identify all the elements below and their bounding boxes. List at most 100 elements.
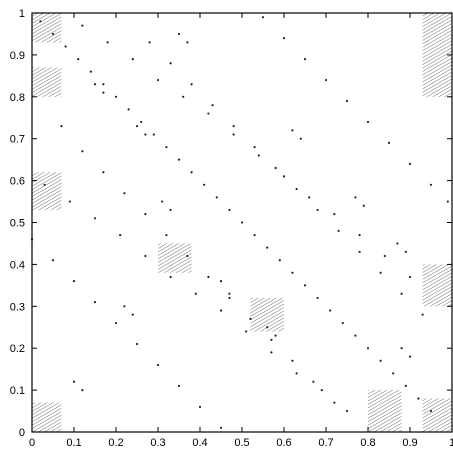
data-point-0-8 <box>140 120 143 124</box>
data-point-0-37 <box>165 233 168 237</box>
y-tick-label-9: 0.9 <box>10 50 25 62</box>
data-point-0-6 <box>114 95 118 98</box>
data-point-0-61 <box>51 259 55 262</box>
data-point-0-67 <box>177 384 181 388</box>
data-point-0-62 <box>72 280 76 283</box>
data-point-0-100 <box>194 292 197 295</box>
data-point-0-110 <box>169 208 172 212</box>
data-point-0-125 <box>408 355 412 358</box>
data-point-0-117 <box>354 196 357 199</box>
scatter-series <box>30 16 449 429</box>
data-point-0-66 <box>156 363 160 367</box>
x-tick-label-0: 0 <box>29 437 35 449</box>
data-point-0-22 <box>316 296 319 300</box>
data-point-0-50 <box>232 125 235 128</box>
data-point-0-33 <box>81 150 84 153</box>
x-tick-label-6: 0.6 <box>276 437 291 449</box>
x-tick-label-5: 0.5 <box>234 437 249 449</box>
data-point-0-39 <box>207 275 210 279</box>
data-point-0-111 <box>219 280 223 283</box>
data-point-0-116 <box>299 137 302 140</box>
x-tick-label-8: 0.8 <box>360 437 375 449</box>
data-point-0-112 <box>228 292 231 295</box>
data-point-0-70 <box>261 16 265 19</box>
hatched-region-2 <box>368 390 402 432</box>
x-tick-label-4: 0.4 <box>192 437 207 449</box>
data-point-0-107 <box>123 305 126 308</box>
data-point-0-5 <box>102 83 105 86</box>
x-tick-label-7: 0.7 <box>318 437 333 449</box>
data-point-0-96 <box>93 217 97 220</box>
data-point-0-49 <box>211 104 214 107</box>
data-point-0-79 <box>446 200 449 203</box>
data-point-0-17 <box>253 233 256 237</box>
data-point-0-74 <box>345 99 349 103</box>
data-point-0-41 <box>249 317 252 320</box>
data-point-0-88 <box>282 175 286 178</box>
axis-ticks <box>31 12 453 433</box>
data-point-0-57 <box>379 271 382 274</box>
data-point-0-83 <box>156 78 160 82</box>
data-point-0-87 <box>257 154 260 157</box>
hatched-region-0 <box>32 13 62 43</box>
data-point-0-1 <box>51 32 55 36</box>
y-tick-label-8: 0.8 <box>10 92 25 104</box>
data-point-0-20 <box>291 271 294 274</box>
data-point-0-53 <box>295 187 298 191</box>
data-point-0-72 <box>303 57 307 61</box>
data-point-0-7 <box>127 108 130 111</box>
data-point-0-95 <box>68 200 71 203</box>
data-point-0-10 <box>165 145 168 149</box>
y-tick-label-7: 0.7 <box>10 134 25 146</box>
data-point-0-115 <box>291 129 294 132</box>
data-point-0-26 <box>366 347 370 350</box>
data-point-0-36 <box>144 213 147 216</box>
data-point-0-63 <box>93 301 97 304</box>
data-point-0-56 <box>358 250 361 253</box>
data-point-0-98 <box>144 254 147 258</box>
data-point-0-42 <box>270 338 273 341</box>
data-point-0-34 <box>102 171 105 174</box>
data-point-0-25 <box>354 334 357 337</box>
data-point-0-89 <box>308 196 311 199</box>
y-tick-label-4: 0.4 <box>10 259 25 271</box>
data-point-0-11 <box>177 158 181 161</box>
data-point-0-127 <box>177 32 181 36</box>
data-point-0-30 <box>417 397 420 400</box>
data-point-0-4 <box>89 70 92 73</box>
hatched-region-9 <box>158 243 192 273</box>
x-tick-label-10: 1 <box>449 437 453 449</box>
data-point-0-32 <box>60 125 63 128</box>
data-point-0-14 <box>215 196 218 199</box>
data-point-0-31 <box>429 409 433 413</box>
data-point-0-81 <box>106 41 109 44</box>
hatched-region-8 <box>250 297 284 332</box>
data-point-0-69 <box>219 426 223 429</box>
data-point-0-85 <box>207 112 210 115</box>
x-tick-labels: 0 0.1 0.2 0.3 0.4 0.5 0.6 0.7 0.8 0.9 1 <box>29 437 453 449</box>
hatched-region-4 <box>32 67 62 97</box>
data-point-0-44 <box>312 380 315 383</box>
x-tick-label-1: 0.1 <box>66 437 81 449</box>
data-point-0-15 <box>228 208 231 212</box>
data-point-0-108 <box>131 313 134 316</box>
data-point-0-84 <box>182 95 185 98</box>
data-point-0-126 <box>400 347 403 350</box>
data-point-0-68 <box>198 405 202 408</box>
data-point-0-86 <box>232 133 235 136</box>
x-tick-label-2: 0.2 <box>108 437 123 449</box>
data-point-0-52 <box>274 166 277 170</box>
hatched-region-1 <box>32 402 62 432</box>
data-point-0-102 <box>245 330 248 333</box>
data-point-0-78 <box>429 183 433 186</box>
y-tick-label-1: 0.1 <box>10 385 25 397</box>
data-point-0-3 <box>77 57 80 61</box>
data-point-0-45 <box>333 401 336 404</box>
data-point-0-93 <box>408 275 412 279</box>
data-point-0-129 <box>135 125 139 128</box>
data-point-0-64 <box>114 321 118 325</box>
data-point-0-29 <box>404 384 407 388</box>
data-point-0-101 <box>219 309 223 312</box>
y-tick-label-2: 0.2 <box>10 343 25 355</box>
